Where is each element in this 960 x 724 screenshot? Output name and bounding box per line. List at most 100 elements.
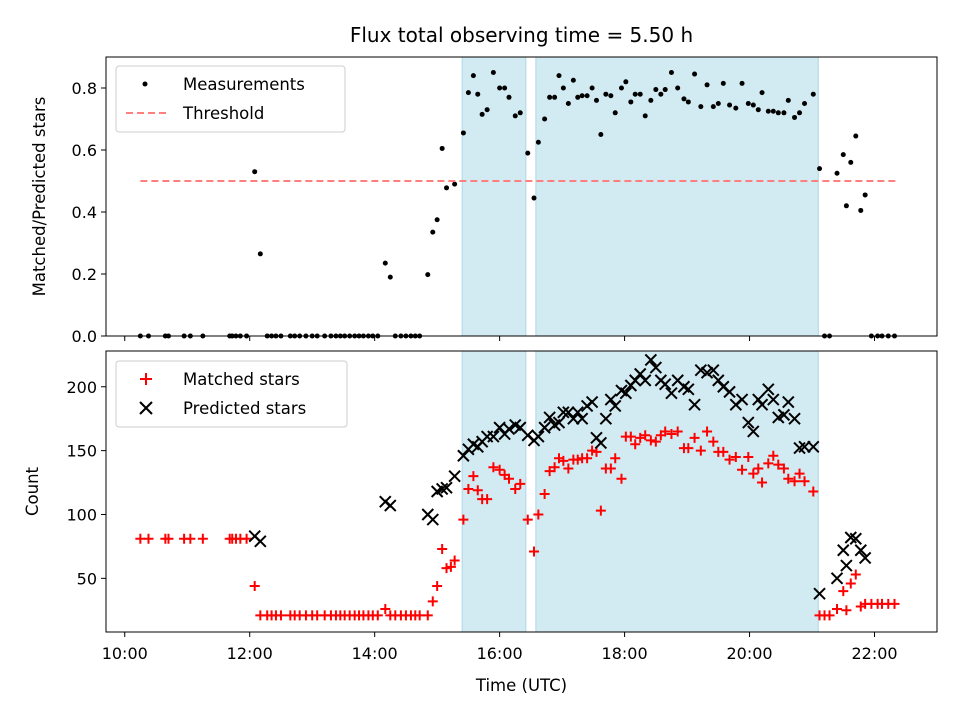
measurements-point (479, 111, 485, 117)
matched-stars-point (808, 486, 819, 497)
measurements-point (733, 105, 739, 111)
measurements-point (552, 94, 558, 100)
matched-stars-point (539, 489, 550, 500)
predicted-stars-point (762, 383, 775, 396)
matched-stars-point (427, 596, 438, 607)
measurements-point (565, 101, 571, 106)
matched-stars-point (832, 604, 843, 615)
matched-stars-point (488, 462, 499, 473)
x-axis-label: Time (UTC) (475, 676, 567, 695)
predicted-stars-point (594, 436, 608, 450)
measurements-point (556, 73, 562, 79)
ratio-panel-ticks: 0.0 0.2 0.4 0.6 0.8 (72, 79, 876, 346)
matched-stars-point (458, 514, 469, 525)
predicted-stars-point (854, 544, 867, 557)
measurements-point (502, 85, 508, 91)
predicted-stars-point (644, 353, 658, 367)
predicted-stars-point (557, 406, 570, 419)
predicted-stars-point (599, 412, 613, 425)
predicted-stars-point (700, 366, 714, 379)
matched-stars-point (783, 473, 794, 484)
measurements-point (579, 93, 585, 99)
measurements-point (252, 169, 258, 175)
ratio-plot-marks (137, 70, 898, 339)
matched-stars-point (582, 453, 593, 464)
measurements-point (792, 114, 798, 120)
measurements-point (497, 85, 503, 91)
y-tick-label: 0.4 (72, 203, 97, 222)
matched-stars-point (445, 561, 456, 572)
measurements-point (710, 104, 716, 110)
measurements-legend-label: Measurements (183, 75, 305, 94)
x-tick-label: 12:00 (227, 644, 273, 663)
matched-stars-point (558, 455, 569, 466)
measurements-point (759, 90, 765, 96)
y-tick-label: 0.0 (72, 327, 97, 346)
predicted-stars-point (609, 399, 622, 413)
predicted-stars-point (502, 422, 516, 436)
measurements-point (668, 70, 674, 75)
matched-stars-point (702, 426, 713, 437)
matched-stars-point (650, 436, 661, 447)
matched-stars-point (841, 605, 852, 616)
measurements-point (575, 94, 581, 100)
matched-stars-point (689, 432, 700, 443)
measurements-legend-marker (142, 81, 148, 87)
measurements-point (685, 99, 691, 105)
predicted-stars-point (840, 559, 853, 572)
measurements-point (542, 116, 548, 122)
matched-stars-point (422, 610, 433, 621)
predicted-stars-point (604, 393, 618, 406)
measurements-point (739, 80, 745, 86)
predicted-stars-point (707, 363, 720, 377)
measurements-point (257, 251, 263, 257)
measurements-point (853, 133, 859, 139)
measurements-point (745, 101, 751, 106)
measurements-point (632, 91, 638, 97)
measurements-point (648, 97, 654, 103)
measurements-point (802, 101, 808, 106)
matched-stars-point (625, 431, 636, 442)
predicted-stars-point (735, 393, 749, 406)
measurements-point (612, 110, 618, 116)
measurements-point (720, 80, 726, 86)
matched-stars-point (472, 485, 483, 496)
predicted-stars-point (487, 430, 500, 443)
predicted-stars-point (742, 416, 755, 429)
matched-stars-point (449, 555, 460, 566)
y-tick-label: 0.2 (72, 265, 97, 284)
matched-stars-point (743, 452, 754, 463)
matched-stars-point (549, 462, 560, 473)
observing-window-shading (461, 56, 819, 337)
measurements-point (475, 91, 481, 97)
shaded-interval-2 (535, 350, 819, 633)
measurements-point (750, 102, 756, 108)
predicted-stars-point (694, 363, 708, 377)
matched-stars-point (616, 473, 627, 484)
shaded-interval-1 (461, 350, 527, 633)
count-legend-box (115, 360, 348, 428)
predicted-stars-point (858, 551, 872, 565)
predicted-stars-point (782, 395, 795, 409)
measurements-point (692, 71, 698, 77)
predicted-stars-legend-label: Predicted stars (183, 399, 306, 418)
matched-stars-point (768, 450, 779, 461)
matched-stars-legend-marker (140, 373, 152, 385)
count-panel-frame (105, 350, 938, 633)
matched-stars-point (645, 435, 656, 446)
matched-stars-point (163, 533, 174, 544)
predicted-stars-point (440, 481, 453, 494)
measurements-point (547, 94, 553, 100)
matched-stars-point (672, 426, 683, 437)
predicted-stars-point (619, 386, 633, 400)
matched-stars-point (504, 473, 515, 484)
measurements-point (843, 203, 849, 209)
predicted-stars-point (532, 430, 545, 443)
predicted-stars-point (435, 482, 449, 496)
ratio-panel: 0.0 0.2 0.4 0.6 0.8 Flux total observing tim… (30, 23, 938, 346)
matched-stars-point (494, 464, 505, 475)
measurements-point (785, 97, 791, 103)
predicted-stars-point (830, 572, 844, 585)
measurements-point (589, 85, 595, 91)
